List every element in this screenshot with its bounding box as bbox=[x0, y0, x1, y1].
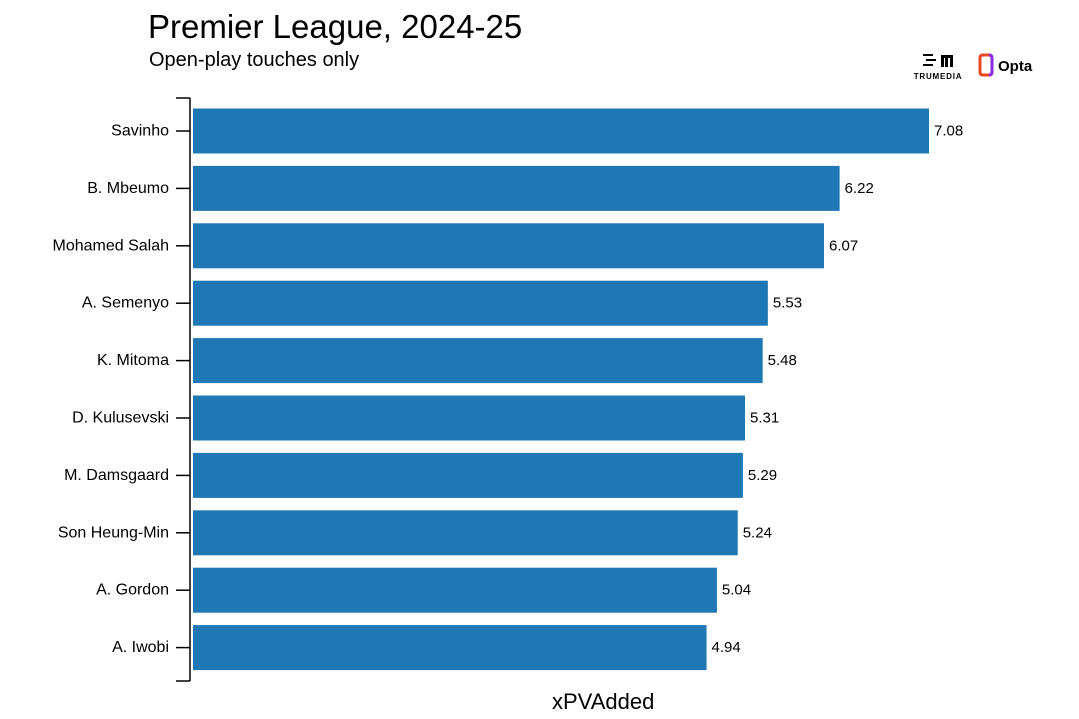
bar-value-label: 5.53 bbox=[773, 295, 802, 312]
labels: Savinho 7.08 B. Mbeumo 6.22 Mohamed Salah 6.0… bbox=[52, 123, 963, 657]
y-tick-label: B. Mbeumo bbox=[87, 180, 169, 197]
brand-logos: TRUMEDIA Opta bbox=[914, 53, 1033, 81]
bar bbox=[193, 510, 738, 556]
bar bbox=[193, 108, 929, 154]
bar bbox=[193, 280, 768, 326]
y-tick-label: Mohamed Salah bbox=[52, 237, 169, 254]
bar-value-label: 6.07 bbox=[829, 237, 858, 254]
y-tick-label: K. Mitoma bbox=[97, 352, 169, 369]
y-tick-label: M. Damsgaard bbox=[64, 467, 169, 484]
bar bbox=[193, 625, 707, 671]
bar-value-label: 5.04 bbox=[722, 582, 751, 599]
bar-value-label: 5.24 bbox=[743, 524, 772, 541]
chart-subtitle: Open-play touches only bbox=[149, 49, 360, 71]
y-tick-label: A. Gordon bbox=[96, 582, 169, 599]
bar bbox=[193, 452, 743, 498]
trumedia-logo: TRUMEDIA bbox=[914, 54, 963, 81]
bar bbox=[193, 223, 825, 269]
bar-value-label: 7.08 bbox=[934, 123, 963, 140]
y-tick-label: Savinho bbox=[111, 123, 169, 140]
chart-title: Premier League, 2024-25 bbox=[148, 8, 523, 45]
bar-value-label: 5.31 bbox=[750, 410, 779, 427]
x-axis-label: xPVAdded bbox=[552, 689, 655, 714]
y-tick-label: D. Kulusevski bbox=[72, 410, 169, 427]
bar bbox=[193, 338, 763, 384]
opta-logo: Opta bbox=[978, 53, 1033, 77]
bar bbox=[193, 165, 840, 211]
bars bbox=[193, 108, 929, 671]
y-tick-label: A. Semenyo bbox=[82, 295, 169, 312]
y-axis bbox=[176, 97, 191, 682]
bar bbox=[193, 567, 717, 613]
bar-value-label: 5.48 bbox=[768, 352, 797, 369]
bar-value-label: 4.94 bbox=[712, 639, 741, 656]
y-tick-label: A. Iwobi bbox=[112, 639, 169, 656]
bar-value-label: 6.22 bbox=[845, 180, 874, 197]
y-tick-label: Son Heung-Min bbox=[58, 524, 169, 541]
bar-value-label: 5.29 bbox=[748, 467, 777, 484]
bar bbox=[193, 395, 745, 441]
trumedia-logo-text: TRUMEDIA bbox=[914, 72, 963, 81]
opta-logo-text: Opta bbox=[998, 58, 1033, 75]
